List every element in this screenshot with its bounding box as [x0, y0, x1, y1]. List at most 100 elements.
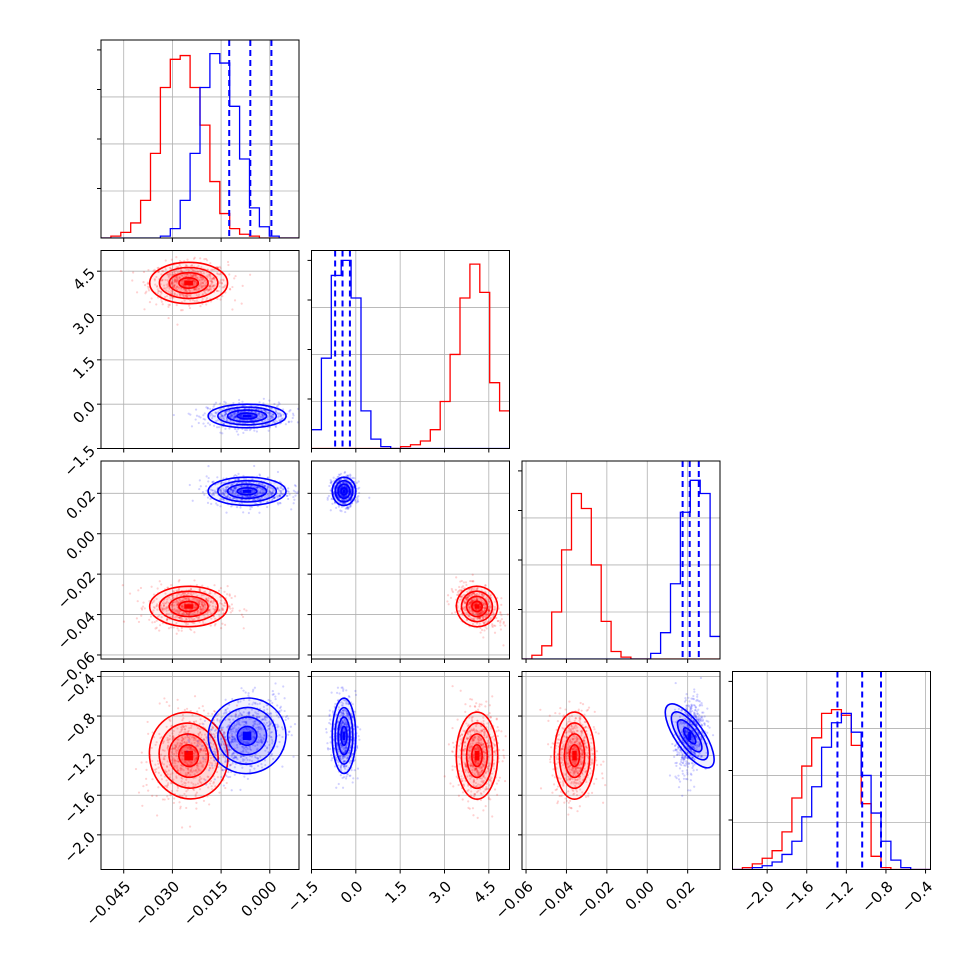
scatter-point [173, 281, 176, 284]
scatter-point [176, 278, 179, 281]
scatter-point [454, 588, 457, 591]
scatter-point [259, 491, 262, 494]
scatter-point [220, 281, 223, 285]
scatter-point [213, 734, 216, 737]
scatter-point [263, 709, 266, 712]
scatter-point [245, 428, 248, 432]
histogram-panel [307, 250, 510, 453]
scatter-point [188, 612, 191, 616]
scatter-point [210, 279, 213, 283]
scatter-point [178, 609, 181, 613]
scatter-point [199, 748, 203, 751]
scatter-point [232, 413, 235, 416]
scatter-point [338, 478, 341, 482]
scatter-point [343, 470, 347, 474]
scatter-point [209, 608, 212, 611]
scatter-point [171, 608, 174, 611]
scatter-point [270, 492, 273, 495]
scatter-point [173, 604, 176, 607]
scatter-point [260, 424, 264, 427]
scatter-point [177, 760, 180, 763]
scatter-point [202, 422, 205, 425]
scatter-point [217, 609, 221, 612]
scatter-point [277, 401, 280, 404]
scatter-point [166, 606, 169, 609]
scatter-point [446, 600, 449, 603]
scatter-point [355, 501, 358, 504]
scatter-point [179, 769, 182, 772]
scatter-point [256, 741, 259, 744]
scatter-point [199, 730, 202, 734]
scatter-point [179, 807, 182, 810]
scatter-point [268, 415, 271, 418]
scatter-point [175, 776, 178, 779]
scatter-point [198, 607, 202, 610]
scatter-point [221, 622, 224, 625]
scatter-point [151, 759, 154, 763]
scatter-point [214, 617, 217, 620]
scatter-point [196, 599, 199, 602]
scatter-point [261, 413, 264, 417]
scatter-point [262, 402, 265, 405]
scatter-point [488, 600, 491, 603]
scatter-point [162, 604, 165, 608]
scatter-point [210, 268, 213, 271]
scatter-point [260, 496, 263, 500]
scatter-point [190, 263, 194, 267]
scatter-point [177, 611, 181, 614]
scatter-point [262, 397, 265, 400]
scatter-point [487, 609, 490, 612]
scatter-point [213, 403, 216, 406]
scatter-point [247, 751, 250, 755]
scatter-point [255, 481, 258, 484]
scatter-point [271, 413, 274, 416]
scatter-point [194, 768, 198, 772]
scatter-point [178, 292, 181, 295]
scatter-point [191, 618, 194, 621]
scatter-point [455, 576, 458, 579]
scatter-point [232, 752, 235, 755]
scatter-point [209, 736, 212, 739]
scatter-point [198, 779, 201, 782]
scatter-point [166, 598, 169, 601]
scatter-point [166, 746, 169, 749]
scatter-point [159, 290, 162, 293]
scatter-point [233, 766, 236, 769]
scatter-point [279, 502, 282, 505]
contour-blue [337, 483, 351, 500]
scatter-point [269, 486, 272, 490]
scatter-point [472, 612, 475, 615]
scatter-point [284, 423, 287, 426]
scatter-point [483, 606, 487, 610]
scatter-point [198, 600, 201, 603]
scatter-point [223, 760, 227, 763]
scatter-point [176, 610, 179, 613]
scatter-point [182, 599, 185, 602]
scatter-point [264, 749, 267, 752]
scatter-point [292, 414, 295, 417]
scatter-point [170, 273, 173, 276]
scatter-point [223, 489, 226, 492]
scatter-point [502, 622, 505, 625]
scatter-point [233, 486, 236, 489]
scatter-point [176, 743, 179, 746]
scatter-point [197, 617, 200, 620]
scatter-point [205, 303, 208, 306]
scatter-point [232, 417, 235, 420]
scatter-point [170, 603, 174, 606]
scatter-point [158, 702, 161, 705]
scatter-point [167, 275, 170, 279]
scatter-point [185, 295, 189, 298]
scatter-point [178, 731, 181, 734]
scatter-point [204, 425, 207, 428]
scatter-point [180, 780, 183, 783]
scatter-point [260, 487, 264, 491]
scatter-point [173, 284, 177, 287]
scatter-point [175, 294, 179, 297]
scatter-point [193, 631, 196, 634]
scatter-point [485, 613, 488, 616]
scatter-point [469, 601, 472, 604]
scatter-point [223, 590, 226, 593]
scatter-point [246, 488, 249, 491]
scatter-point [189, 587, 193, 591]
